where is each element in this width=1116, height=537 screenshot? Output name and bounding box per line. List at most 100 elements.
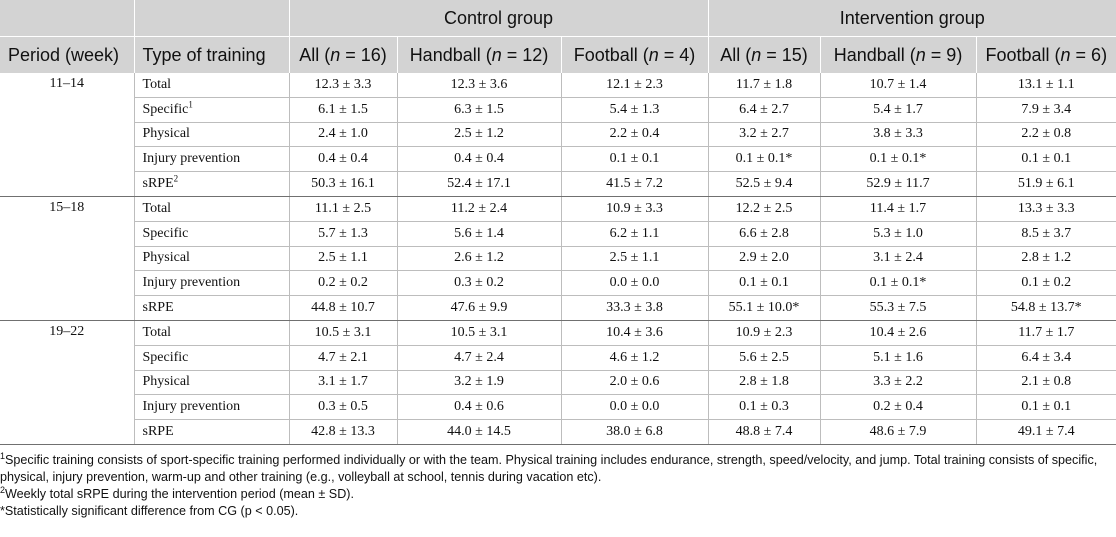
n-equals: = (658, 44, 680, 65)
training-type-label: Physical (142, 374, 190, 390)
value-cell: 11.2 ± 2.4 (396, 196, 561, 222)
table-row: sRPE2 50.3 ± 16.1 52.4 ± 17.1 41.5 ± 7.2 52.… (0, 171, 1116, 197)
training-type-cell: sRPE (133, 295, 289, 321)
training-type-cell: Physical (133, 246, 289, 272)
value-cell: 5.3 ± 1.0 (819, 221, 977, 247)
value-cell: 10.5 ± 3.1 (288, 320, 397, 346)
value-cell: 0.1 ± 0.3 (707, 394, 821, 421)
period-cell: 19–22 (0, 320, 134, 445)
footnote-marker: 1 (188, 99, 193, 110)
table-row: Injury prevention 0.3 ± 0.5 0.4 ± 0.6 0.0 ±… (0, 394, 1116, 421)
header-column-row: Period (week) Type of training All (n = … (0, 36, 1116, 73)
n-equals: = (340, 44, 361, 65)
value-cell: 54.8 ± 13.7* (975, 295, 1116, 321)
n-value: 12 (522, 44, 543, 65)
training-type-label: Injury prevention (142, 399, 241, 415)
value-cell: 51.9 ± 6.1 (975, 171, 1116, 197)
value-cell: 11.7 ± 1.7 (975, 320, 1116, 346)
value-cell: 11.1 ± 2.5 (288, 196, 397, 222)
value-cell: 6.1 ± 1.5 (288, 97, 397, 123)
value-cell: 0.1 ± 0.1 (975, 394, 1116, 421)
training-type-label: Total (142, 200, 172, 216)
value-cell: 4.7 ± 2.1 (288, 345, 397, 371)
value-cell: 10.7 ± 1.4 (819, 73, 977, 98)
table-row: 19–22 Total 10.5 ± 3.1 10.5 ± 3.1 10.4 ± 3.6… (0, 320, 1116, 445)
value-cell: 3.3 ± 2.2 (819, 370, 977, 396)
value-cell: 11.4 ± 1.7 (819, 196, 977, 222)
value-cell: 6.2 ± 1.1 (560, 221, 709, 247)
n-symbol: n (330, 44, 341, 65)
value-cell: 0.1 ± 0.1* (819, 270, 977, 297)
n-value: 4 (679, 44, 690, 65)
training-table-container: Control group Intervention group Period … (0, 0, 1116, 445)
training-type-cell: Total (133, 320, 289, 346)
training-type-label: sRPE (142, 424, 174, 440)
footnote-text: Statistically significant difference fro… (4, 504, 299, 518)
column-name: Handball (833, 44, 905, 65)
n-equals: = (1070, 44, 1092, 65)
value-cell: 0.2 ± 0.2 (288, 270, 397, 297)
value-cell: 11.7 ± 1.8 (707, 73, 821, 98)
type-column-header: Type of training (133, 36, 289, 73)
table-row: sRPE 44.8 ± 10.7 47.6 ± 9.9 33.3 ± 3.8 55.1 … (0, 295, 1116, 321)
training-type-label: Physical (142, 126, 190, 142)
value-cell: 5.6 ± 1.4 (396, 221, 561, 247)
value-cell: 44.8 ± 10.7 (288, 295, 397, 321)
value-cell: 49.1 ± 7.4 (975, 419, 1116, 445)
period-cell: 11–14 (0, 73, 134, 197)
table-row: Physical 2.5 ± 1.1 2.6 ± 1.2 2.5 ± 1.1 2.9 ±… (0, 246, 1116, 272)
intervention-group-header: Intervention group (707, 0, 1116, 37)
value-cell: 12.3 ± 3.6 (396, 73, 561, 98)
value-cell: 44.0 ± 14.5 (396, 419, 561, 445)
value-cell: 5.7 ± 1.3 (288, 221, 397, 247)
training-type-cell: Total (133, 196, 289, 222)
value-cell: 0.4 ± 0.4 (288, 146, 397, 173)
table-row: Specific 5.7 ± 1.3 5.6 ± 1.4 6.2 ± 1.1 6.6 ±… (0, 221, 1116, 247)
table-row: 15–18 Total 11.1 ± 2.5 11.2 ± 2.4 10.9 ± 3.3… (0, 196, 1116, 321)
value-cell: 2.8 ± 1.8 (707, 370, 821, 396)
value-cell: 2.6 ± 1.2 (396, 246, 561, 272)
n-symbol: n (1060, 44, 1071, 65)
value-cell: 0.1 ± 0.2 (975, 270, 1116, 297)
training-type-cell: Injury prevention (133, 394, 289, 421)
value-cell: 38.0 ± 6.8 (560, 419, 709, 445)
table-row: Specific 4.7 ± 2.1 4.7 ± 2.4 4.6 ± 1.2 5.6 ±… (0, 345, 1116, 371)
value-cell: 3.8 ± 3.3 (819, 122, 977, 148)
value-cell: 3.1 ± 1.7 (288, 370, 397, 396)
header-blank-type (133, 0, 289, 37)
value-cell: 0.1 ± 0.1 (975, 146, 1116, 173)
footnote-mark: 2 (0, 484, 6, 495)
value-cell: 2.4 ± 1.0 (288, 122, 397, 148)
table-header: Control group Intervention group Period … (0, 0, 1116, 73)
value-cell: 0.3 ± 0.5 (288, 394, 397, 421)
value-cell: 4.6 ± 1.2 (560, 345, 709, 371)
value-cell: 8.5 ± 3.7 (975, 221, 1116, 247)
intervention-all-header: All (n = 15) (707, 36, 821, 73)
value-cell: 13.3 ± 3.3 (975, 196, 1116, 222)
intervention-handball-header: Handball (n = 9) (819, 36, 977, 73)
column-name: All (299, 44, 320, 65)
control-all-header: All (n = 16) (288, 36, 397, 73)
n-value: 16 (360, 44, 381, 65)
value-cell: 10.9 ± 3.3 (560, 196, 709, 222)
training-type-label: Physical (142, 250, 190, 266)
training-type-cell: Physical (133, 122, 289, 148)
column-name: All (720, 44, 741, 65)
value-cell: 10.4 ± 2.6 (819, 320, 977, 346)
table-footnotes: 1Specific training consists of sport-spe… (0, 451, 1110, 520)
footnote-marker: 2 (173, 173, 179, 184)
value-cell: 52.9 ± 11.7 (819, 171, 977, 197)
value-cell: 5.4 ± 1.3 (560, 97, 709, 123)
value-cell: 7.9 ± 3.4 (975, 97, 1116, 123)
value-cell: 10.5 ± 3.1 (396, 320, 561, 346)
n-value: 9 (946, 44, 957, 65)
training-type-label: sRPE (142, 300, 174, 316)
training-type-cell: Specific (133, 221, 289, 247)
value-cell: 6.4 ± 2.7 (707, 97, 821, 123)
value-cell: 0.4 ± 0.4 (396, 146, 561, 173)
training-type-cell: Physical (133, 370, 289, 396)
control-handball-header: Handball (n = 12) (396, 36, 561, 73)
column-name: Football (985, 44, 1050, 65)
value-cell: 0.2 ± 0.4 (819, 394, 977, 421)
value-cell: 10.4 ± 3.6 (560, 320, 709, 346)
